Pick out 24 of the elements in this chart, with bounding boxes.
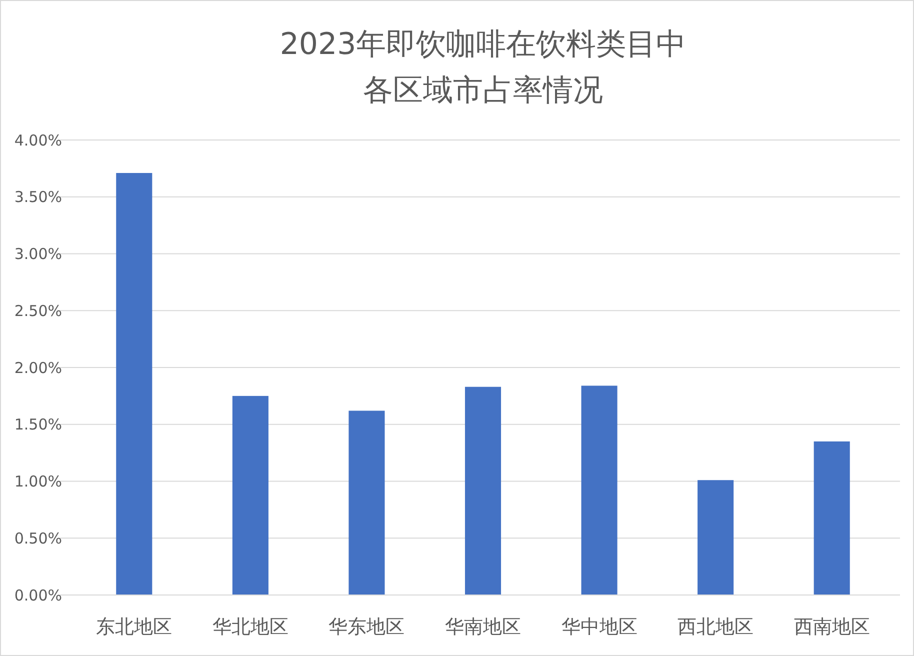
bar: [348, 410, 385, 595]
chart-title: 2023年即饮咖啡在饮料类目中各区域市占率情况: [280, 27, 686, 108]
y-tick-label: 1.00%: [14, 472, 62, 490]
x-tick-label: 华北地区: [212, 616, 288, 638]
y-tick-label: 3.00%: [14, 245, 62, 263]
y-tick-label: 1.50%: [14, 416, 62, 434]
x-tick-label: 西南地区: [794, 616, 870, 638]
y-tick-label: 4.00%: [14, 131, 62, 150]
y-tick-label: 0.00%: [14, 586, 62, 604]
bar: [814, 441, 850, 595]
bar: [116, 172, 152, 595]
x-tick-label: 华中地区: [561, 616, 638, 638]
y-tick-label: 2.00%: [14, 358, 62, 377]
x-tick-label: 华东地区: [328, 616, 405, 638]
x-tick-label: 东北地区: [96, 616, 172, 638]
y-tick-label: 2.50%: [14, 302, 62, 320]
bar: [464, 386, 502, 595]
y-tick-label: 0.50%: [14, 529, 62, 548]
y-tick-label: 3.50%: [14, 188, 62, 206]
bar: [232, 396, 268, 595]
x-tick-label: 西北地区: [678, 616, 754, 638]
x-tick-label: 华南地区: [445, 616, 521, 638]
bar: [581, 386, 618, 595]
bar: [698, 480, 734, 595]
